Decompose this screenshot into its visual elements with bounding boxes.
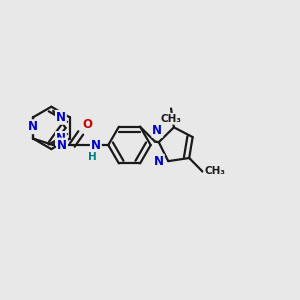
- Text: N: N: [91, 139, 101, 152]
- Text: N: N: [154, 154, 164, 168]
- Text: N: N: [56, 132, 66, 145]
- Text: N: N: [152, 124, 162, 137]
- Text: O: O: [82, 118, 92, 130]
- Text: CH₃: CH₃: [160, 114, 182, 124]
- Text: N: N: [56, 111, 66, 124]
- Text: CH₃: CH₃: [204, 166, 225, 176]
- Text: H: H: [88, 152, 96, 162]
- Text: N: N: [57, 139, 67, 152]
- Text: N: N: [28, 120, 38, 133]
